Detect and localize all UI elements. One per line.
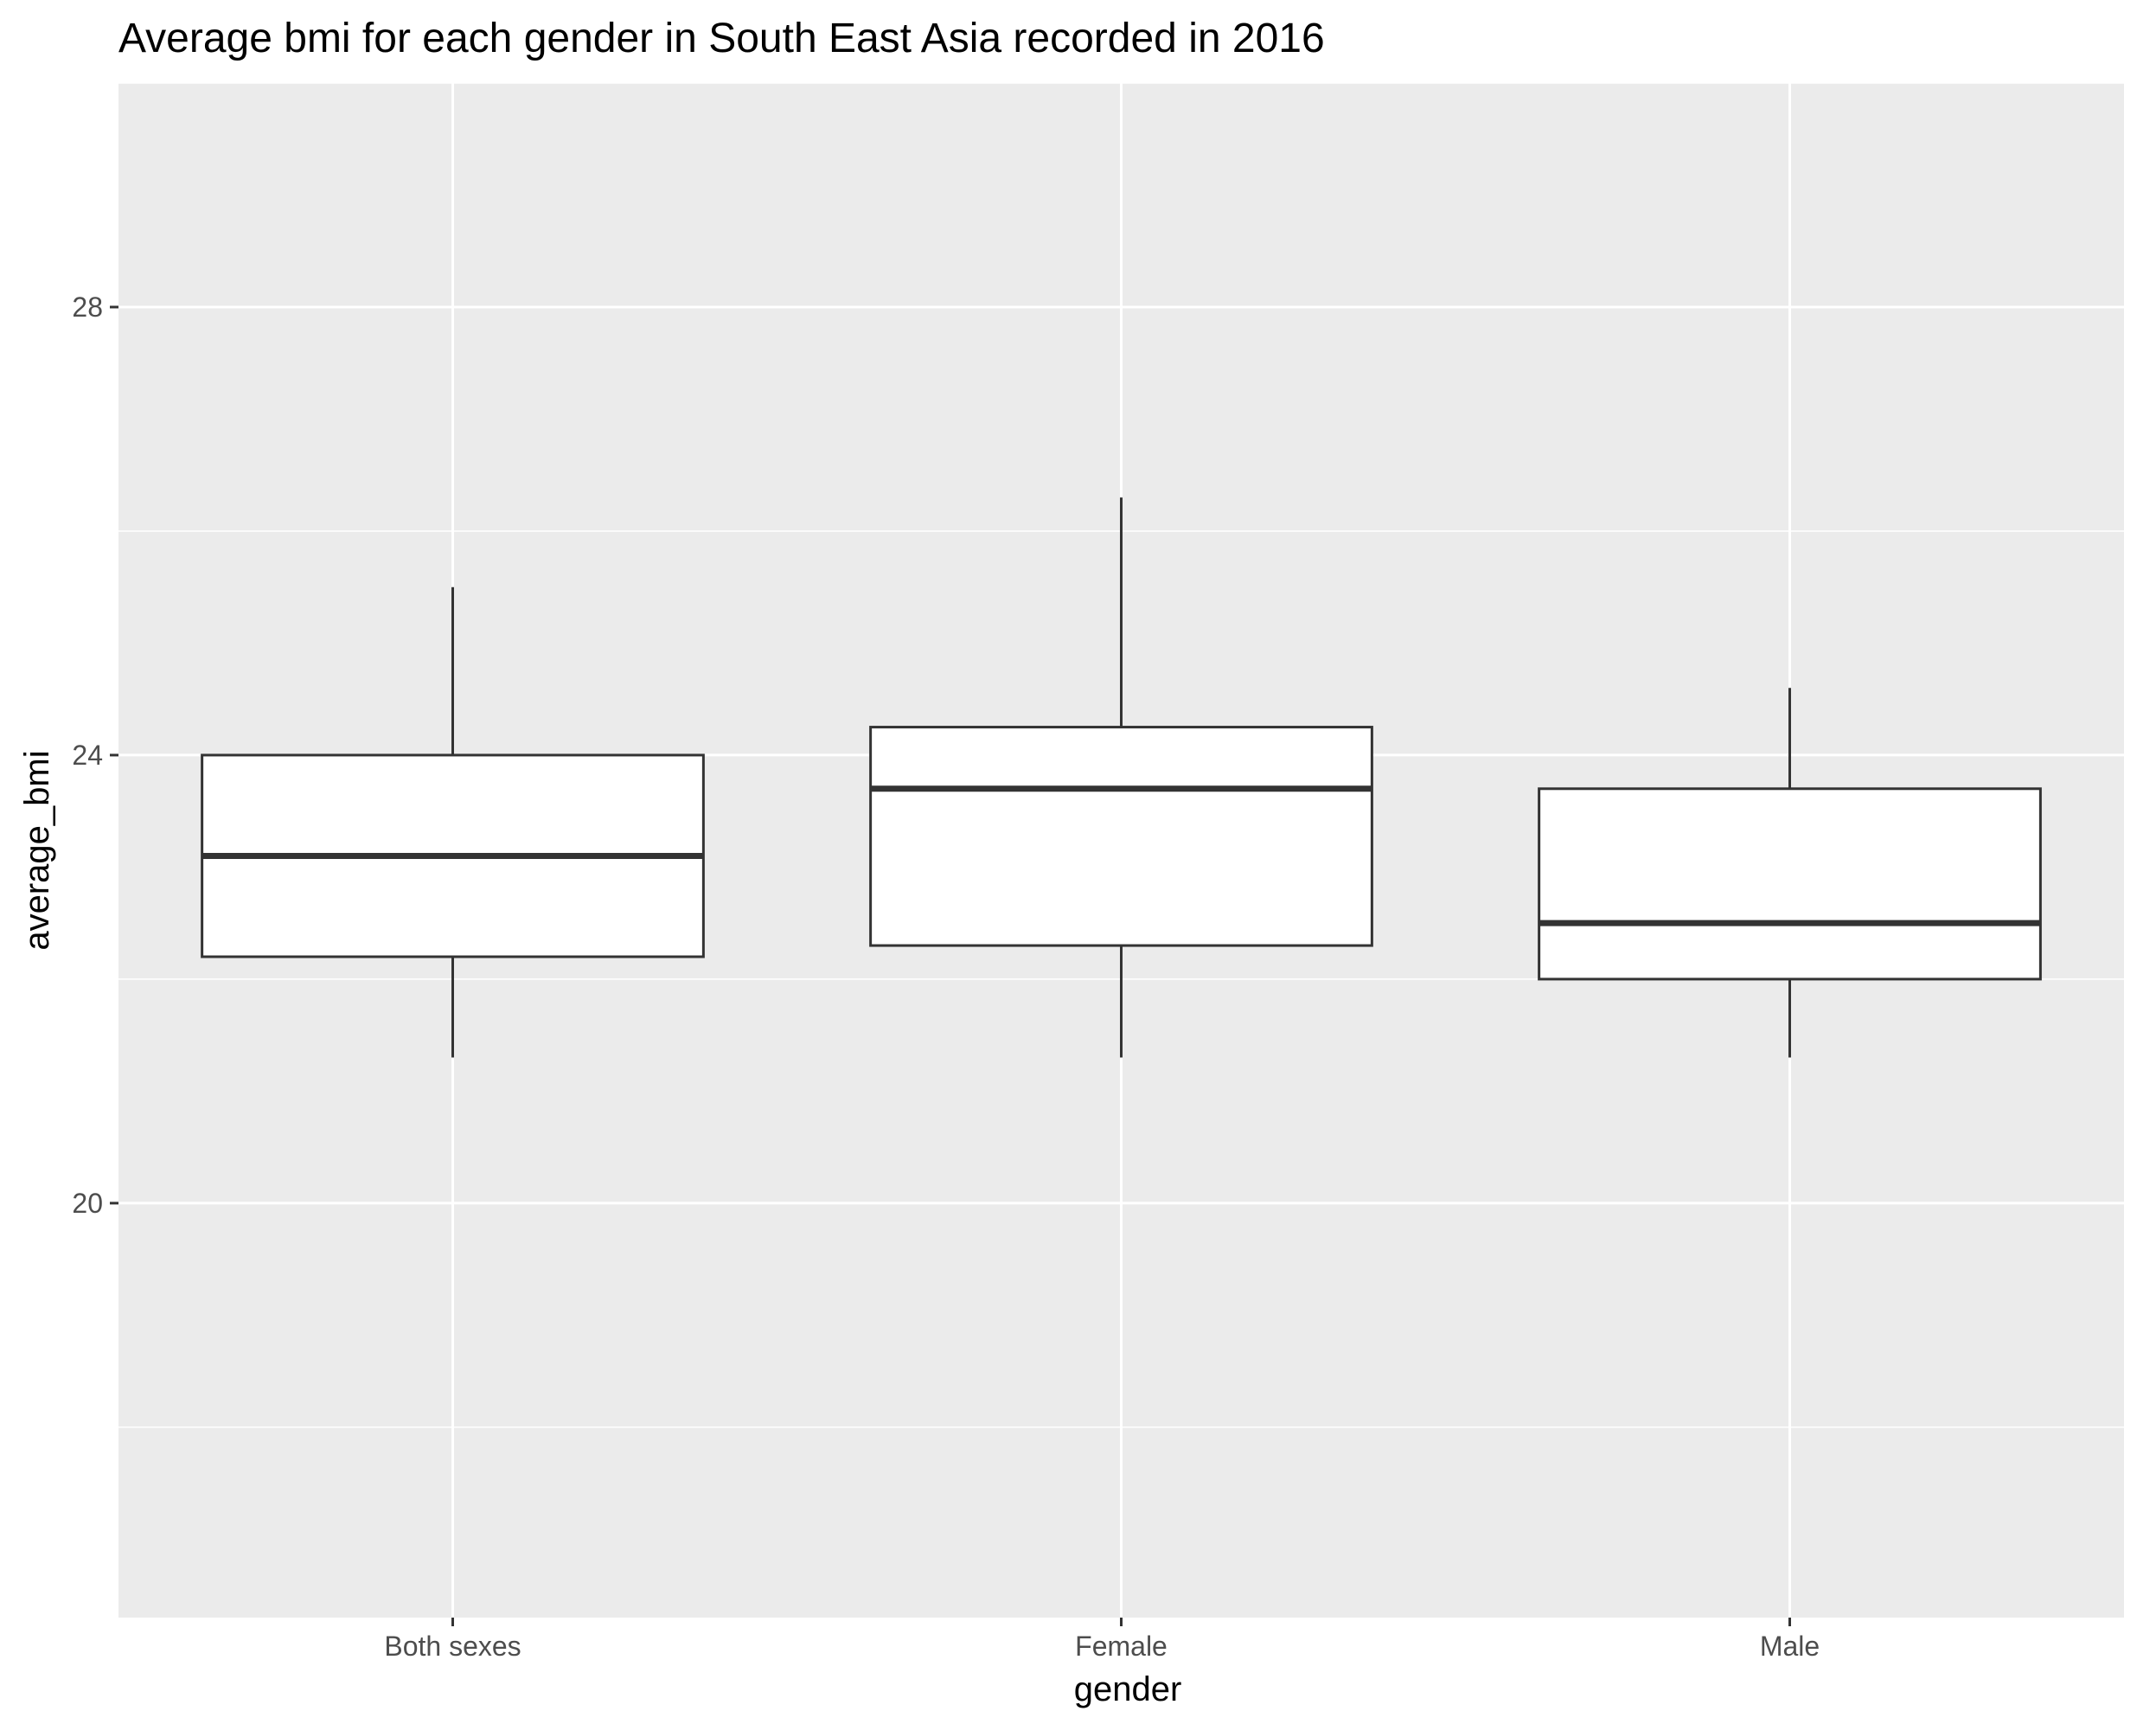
x-tick-label: Male (1760, 1631, 1820, 1662)
box (869, 726, 1373, 947)
boxplot-series (201, 497, 2042, 1058)
x-axis-title: gender (1074, 1670, 1182, 1708)
box (1538, 787, 2042, 981)
box-group (869, 497, 1373, 1058)
y-axis-title: average_bmi (18, 750, 56, 950)
chart-title: Average bmi for each gender in South Eas… (118, 16, 1325, 61)
y-axis: 20 24 28 (72, 292, 118, 1219)
x-tick-label: Female (1075, 1631, 1168, 1662)
x-tick-label: Both sexes (384, 1631, 521, 1662)
box-group (201, 586, 705, 1058)
x-axis: Both sexes Female Male (384, 1618, 1820, 1662)
y-tick-label: 24 (72, 740, 103, 771)
y-tick-label: 28 (72, 292, 103, 323)
box-group (1538, 688, 2042, 1058)
y-tick-label: 20 (72, 1188, 103, 1219)
